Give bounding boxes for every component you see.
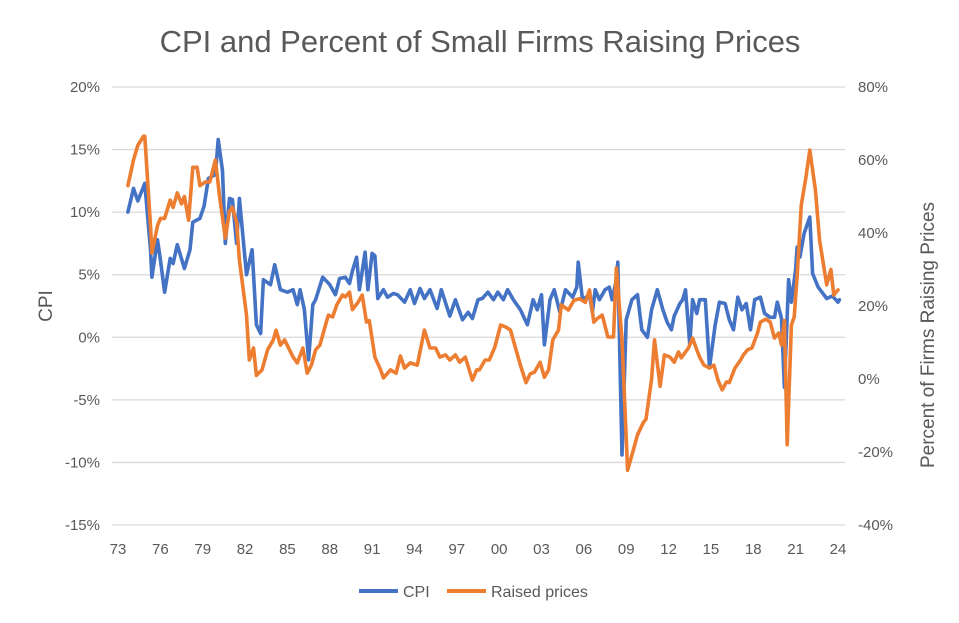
y-axis-left-label: CPI (36, 290, 57, 322)
x-tick-label: 85 (279, 541, 296, 558)
x-tick-label: 76 (152, 541, 169, 558)
x-tick-label: 15 (703, 541, 720, 558)
series-line-raised-prices (126, 134, 840, 473)
series-line-cpi (126, 137, 842, 457)
x-tick-label: 91 (364, 541, 381, 558)
y-tick-label: -15% (65, 517, 100, 534)
y-tick-label: 20% (70, 79, 100, 96)
x-tick-label: 21 (787, 541, 804, 558)
legend-label-raised-prices: Raised prices (491, 584, 588, 601)
y2-tick-label: 60% (858, 152, 888, 169)
y-axis-right-ticks: -40% -20% 0% 20% 40% 60% 80% (858, 79, 893, 534)
y2-tick-label: 80% (858, 79, 888, 96)
series-lines (126, 134, 842, 473)
y-tick-label: 15% (70, 142, 100, 159)
x-tick-label: 09 (618, 541, 635, 558)
y-axis-left-ticks: -15% -10% -5% 0% 5% 10% 15% 20% (65, 79, 100, 534)
x-tick-label: 88 (321, 541, 338, 558)
y-axis-right-label: Percent of Firms Raising Prices (918, 202, 939, 468)
y2-tick-label: 40% (858, 225, 888, 242)
y2-tick-label: 20% (858, 298, 888, 315)
legend-label-cpi: CPI (403, 584, 430, 601)
x-tick-label: 79 (194, 541, 211, 558)
x-axis-ticks: 73 76 79 82 85 88 91 94 97 00 03 06 09 12 15 18 21 24 (110, 541, 847, 558)
x-tick-label: 18 (745, 541, 762, 558)
x-tick-label: 82 (237, 541, 254, 558)
y-tick-label: 10% (70, 204, 100, 221)
legend: CPI Raised prices (359, 584, 588, 601)
y-tick-label: -10% (65, 454, 100, 471)
y2-tick-label: -20% (858, 444, 893, 461)
y2-tick-label: -40% (858, 517, 893, 534)
x-tick-label: 12 (660, 541, 677, 558)
y-tick-label: 0% (78, 329, 100, 346)
x-tick-label: 00 (491, 541, 508, 558)
x-tick-label: 24 (830, 541, 847, 558)
x-tick-label: 97 (448, 541, 465, 558)
chart-title: CPI and Percent of Small Firms Raising P… (160, 24, 801, 59)
y2-tick-label: 0% (858, 371, 880, 388)
x-tick-label: 73 (110, 541, 127, 558)
x-tick-label: 03 (533, 541, 550, 558)
y-tick-label: -5% (73, 392, 100, 409)
y-tick-label: 5% (78, 267, 100, 284)
x-tick-label: 06 (576, 541, 593, 558)
x-tick-label: 94 (406, 541, 423, 558)
